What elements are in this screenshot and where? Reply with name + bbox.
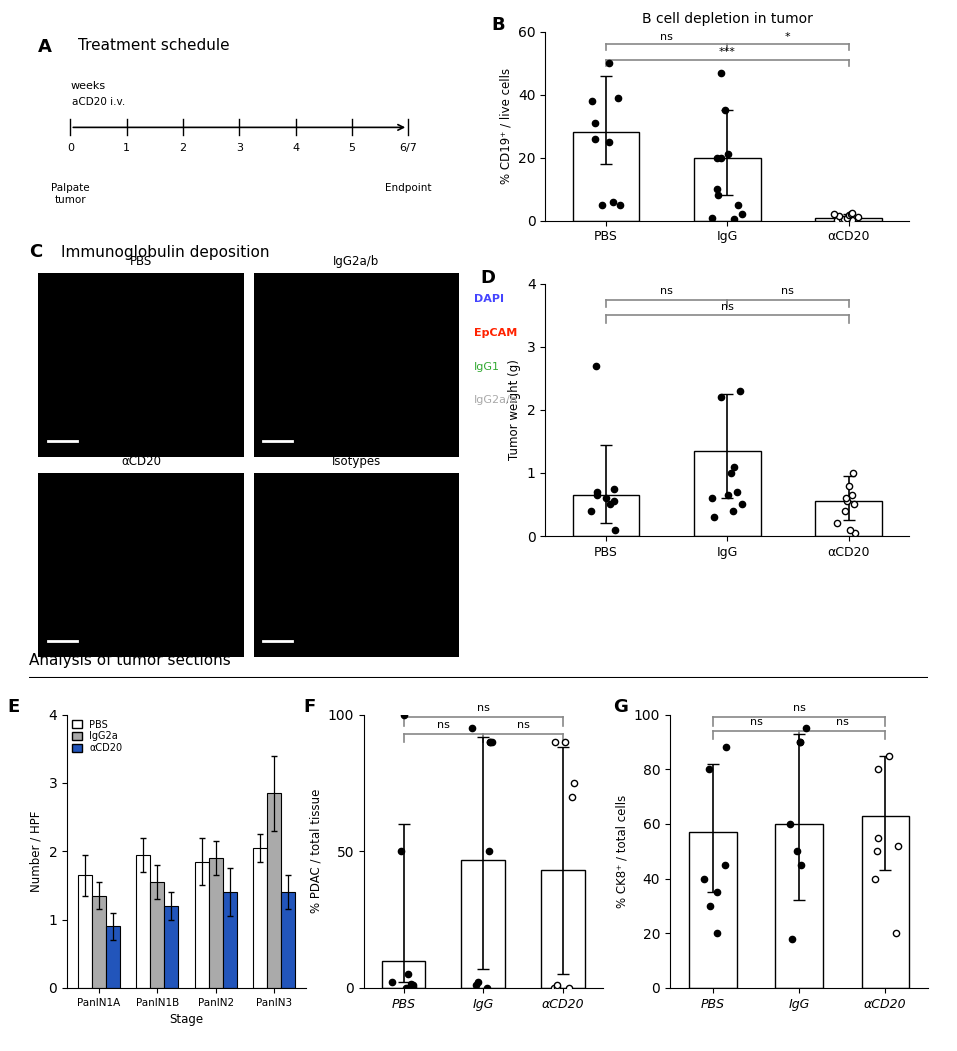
Text: Treatment schedule: Treatment schedule bbox=[78, 38, 230, 53]
Bar bbox=[382, 961, 426, 988]
Y-axis label: % CK8⁺ / total cells: % CK8⁺ / total cells bbox=[615, 795, 628, 908]
Text: IgG2a/b: IgG2a/b bbox=[474, 395, 518, 406]
Text: EpCAM: EpCAM bbox=[474, 328, 517, 338]
Text: B: B bbox=[491, 17, 504, 35]
Text: ns: ns bbox=[477, 703, 490, 714]
Text: ns: ns bbox=[792, 703, 806, 714]
Bar bbox=[106, 927, 120, 988]
Text: *: * bbox=[785, 32, 790, 42]
Text: ns: ns bbox=[835, 717, 849, 727]
Text: ns: ns bbox=[660, 32, 673, 42]
Text: ns: ns bbox=[437, 720, 450, 729]
Bar bbox=[461, 860, 505, 988]
Bar bbox=[209, 858, 223, 988]
Text: ***: *** bbox=[719, 47, 736, 58]
Text: IgG2a/b: IgG2a/b bbox=[333, 255, 380, 268]
Text: 6/7: 6/7 bbox=[399, 143, 417, 153]
Text: 5: 5 bbox=[348, 143, 355, 153]
Bar bbox=[267, 794, 281, 988]
Text: G: G bbox=[613, 698, 628, 717]
Text: 0: 0 bbox=[67, 143, 74, 153]
Bar bbox=[254, 848, 267, 988]
Bar bbox=[815, 218, 882, 221]
Bar bbox=[150, 882, 165, 988]
Text: ns: ns bbox=[660, 286, 673, 295]
Bar bbox=[541, 870, 585, 988]
Bar bbox=[136, 854, 150, 988]
Text: C: C bbox=[29, 243, 42, 262]
Text: Analysis of tumor sections: Analysis of tumor sections bbox=[29, 653, 231, 668]
Bar bbox=[694, 158, 761, 221]
Bar bbox=[572, 495, 639, 536]
Text: ns: ns bbox=[782, 286, 794, 295]
Bar bbox=[78, 875, 92, 988]
Text: 3: 3 bbox=[235, 143, 243, 153]
Text: Immunoglobulin deposition: Immunoglobulin deposition bbox=[61, 245, 269, 260]
Bar bbox=[572, 132, 639, 221]
Text: Isotypes: Isotypes bbox=[332, 455, 381, 468]
Text: A: A bbox=[38, 38, 52, 56]
Text: E: E bbox=[8, 698, 19, 717]
Text: Endpoint: Endpoint bbox=[385, 183, 432, 193]
Text: PBS: PBS bbox=[130, 255, 152, 268]
Bar bbox=[815, 501, 882, 536]
Text: 2: 2 bbox=[179, 143, 187, 153]
Text: ns: ns bbox=[517, 720, 529, 729]
Bar bbox=[195, 862, 209, 988]
Bar bbox=[281, 892, 296, 988]
Y-axis label: Number / HPF: Number / HPF bbox=[30, 810, 43, 892]
Bar bbox=[694, 451, 761, 536]
Text: ns: ns bbox=[749, 717, 763, 727]
Y-axis label: Tumor weight (g): Tumor weight (g) bbox=[508, 359, 522, 460]
Text: F: F bbox=[304, 698, 316, 717]
Text: aCD20 i.v.: aCD20 i.v. bbox=[72, 98, 125, 107]
Bar bbox=[92, 895, 106, 988]
Bar bbox=[223, 892, 237, 988]
Y-axis label: % PDAC / total tissue: % PDAC / total tissue bbox=[309, 789, 322, 913]
Legend: PBS, IgG2a, αCD20: PBS, IgG2a, αCD20 bbox=[72, 720, 122, 754]
Bar bbox=[689, 832, 737, 988]
X-axis label: Stage: Stage bbox=[169, 1013, 204, 1026]
Text: weeks: weeks bbox=[71, 81, 105, 91]
Text: 1: 1 bbox=[123, 143, 130, 153]
Bar bbox=[861, 816, 909, 988]
Text: αCD20: αCD20 bbox=[122, 455, 161, 468]
Y-axis label: % CD19⁺ / live cells: % CD19⁺ / live cells bbox=[500, 68, 513, 184]
Text: IgG1: IgG1 bbox=[474, 362, 500, 372]
Bar bbox=[165, 906, 178, 988]
Bar bbox=[775, 824, 823, 988]
Text: D: D bbox=[480, 269, 495, 287]
Text: 4: 4 bbox=[292, 143, 300, 153]
Text: Palpate
tumor: Palpate tumor bbox=[51, 183, 90, 205]
Text: ns: ns bbox=[721, 302, 734, 311]
Title: B cell depletion in tumor: B cell depletion in tumor bbox=[642, 13, 812, 26]
Text: DAPI: DAPI bbox=[474, 294, 503, 305]
